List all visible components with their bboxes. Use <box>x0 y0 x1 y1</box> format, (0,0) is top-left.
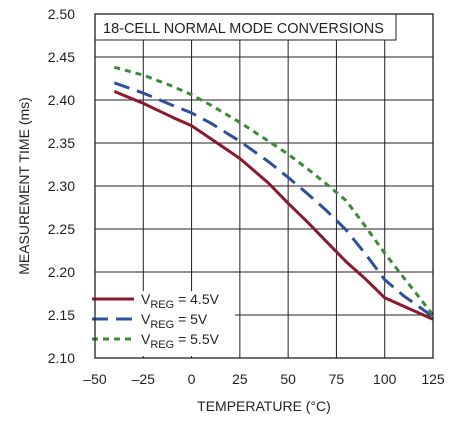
x-tick-label: 75 <box>329 371 345 387</box>
x-tick-label: 0 <box>188 371 196 387</box>
x-tick-label: 100 <box>373 371 397 387</box>
x-axis-title: TEMPERATURE (°C) <box>197 398 331 414</box>
y-tick-label: 2.20 <box>48 264 75 280</box>
y-tick-label: 2.35 <box>48 135 75 151</box>
series-lines <box>113 65 435 321</box>
y-tick-label: 2.15 <box>48 307 75 323</box>
series-line-2 <box>113 81 434 318</box>
y-tick-label: 2.25 <box>48 221 75 237</box>
x-tick-label: –25 <box>132 371 156 387</box>
x-tick-label: –50 <box>83 371 107 387</box>
y-tick-label: 2.50 <box>48 6 75 22</box>
x-tick-label: 125 <box>421 371 445 387</box>
series-line-1 <box>113 90 434 321</box>
legend-label: VREG = 4.5V <box>141 291 220 311</box>
y-tick-label: 2.45 <box>48 49 75 65</box>
legend-background <box>88 291 235 356</box>
x-tick-label: 50 <box>280 371 296 387</box>
legend-label: VREG = 5.5V <box>141 331 220 351</box>
grid <box>95 14 433 358</box>
legend-label: VREG = 5V <box>141 311 208 331</box>
series-line-3 <box>113 65 435 316</box>
x-tick-label: 25 <box>232 371 248 387</box>
y-tick-labels: 2.10 2.15 2.20 2.25 2.30 2.35 2.40 2.45 2.50 <box>48 6 75 366</box>
plot-frame <box>94 13 434 359</box>
y-axis-title: MEASUREMENT TIME (ms) <box>16 97 32 275</box>
y-tick-label: 2.30 <box>48 178 75 194</box>
y-tick-label: 2.40 <box>48 92 75 108</box>
y-tick-label: 2.10 <box>48 350 75 366</box>
chart-title: 18-CELL NORMAL MODE CONVERSIONS <box>103 21 384 37</box>
x-tick-labels: –50 –25 0 25 50 75 100 125 <box>83 371 445 387</box>
